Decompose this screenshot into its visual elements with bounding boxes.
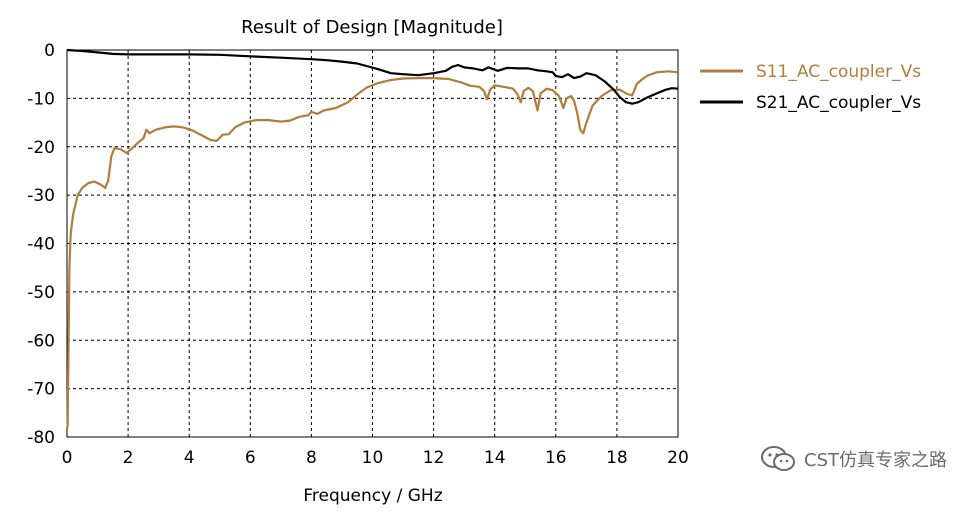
- x-tick-label: 6: [245, 448, 256, 468]
- watermark: CST仿真专家之路: [760, 445, 947, 473]
- legend-label: S21_AC_coupler_Vs: [756, 93, 921, 113]
- grid: [66, 49, 679, 438]
- y-tick-label: -20: [27, 138, 55, 158]
- x-tick-label: 10: [362, 448, 384, 468]
- y-tick-label: -60: [27, 331, 55, 351]
- x-axis-label: Frequency / GHz: [303, 486, 442, 506]
- legend-label: S11_AC_coupler_Vs: [756, 62, 921, 82]
- x-tick-label: 12: [423, 448, 445, 468]
- y-tick-label: -70: [27, 380, 55, 400]
- series-line-1: [66, 70, 679, 428]
- x-tick-label: 0: [62, 448, 73, 468]
- axes: 0 2 4 6 8 10 12 14 16 18 20 0 -10 -20 -30 -40 -50 -60 -70 -…: [27, 41, 689, 468]
- y-tick-label: -10: [27, 89, 55, 109]
- y-tick-label: -50: [27, 283, 55, 303]
- y-tick-label: 0: [44, 41, 55, 61]
- x-tick-label: 20: [667, 448, 689, 468]
- series-lines: [66, 48, 679, 428]
- x-tick-label: 16: [545, 448, 567, 468]
- chart-title: Result of Design [Magnitude]: [241, 17, 503, 38]
- x-tick-label: 8: [306, 448, 317, 468]
- x-tick-label: 2: [123, 448, 134, 468]
- y-tick-label: -80: [27, 428, 55, 448]
- y-tick-label: -40: [27, 235, 55, 255]
- wechat-icon: [761, 446, 795, 471]
- x-tick-label: 18: [606, 448, 628, 468]
- y-tick-label: -30: [27, 186, 55, 206]
- series-line-2: [66, 48, 679, 105]
- x-tick-label: 14: [484, 448, 506, 468]
- watermark-text: CST仿真专家之路: [804, 450, 947, 471]
- x-tick-label: 4: [184, 448, 195, 468]
- legend: S11_AC_coupler_Vs S21_AC_coupler_Vs: [700, 62, 921, 113]
